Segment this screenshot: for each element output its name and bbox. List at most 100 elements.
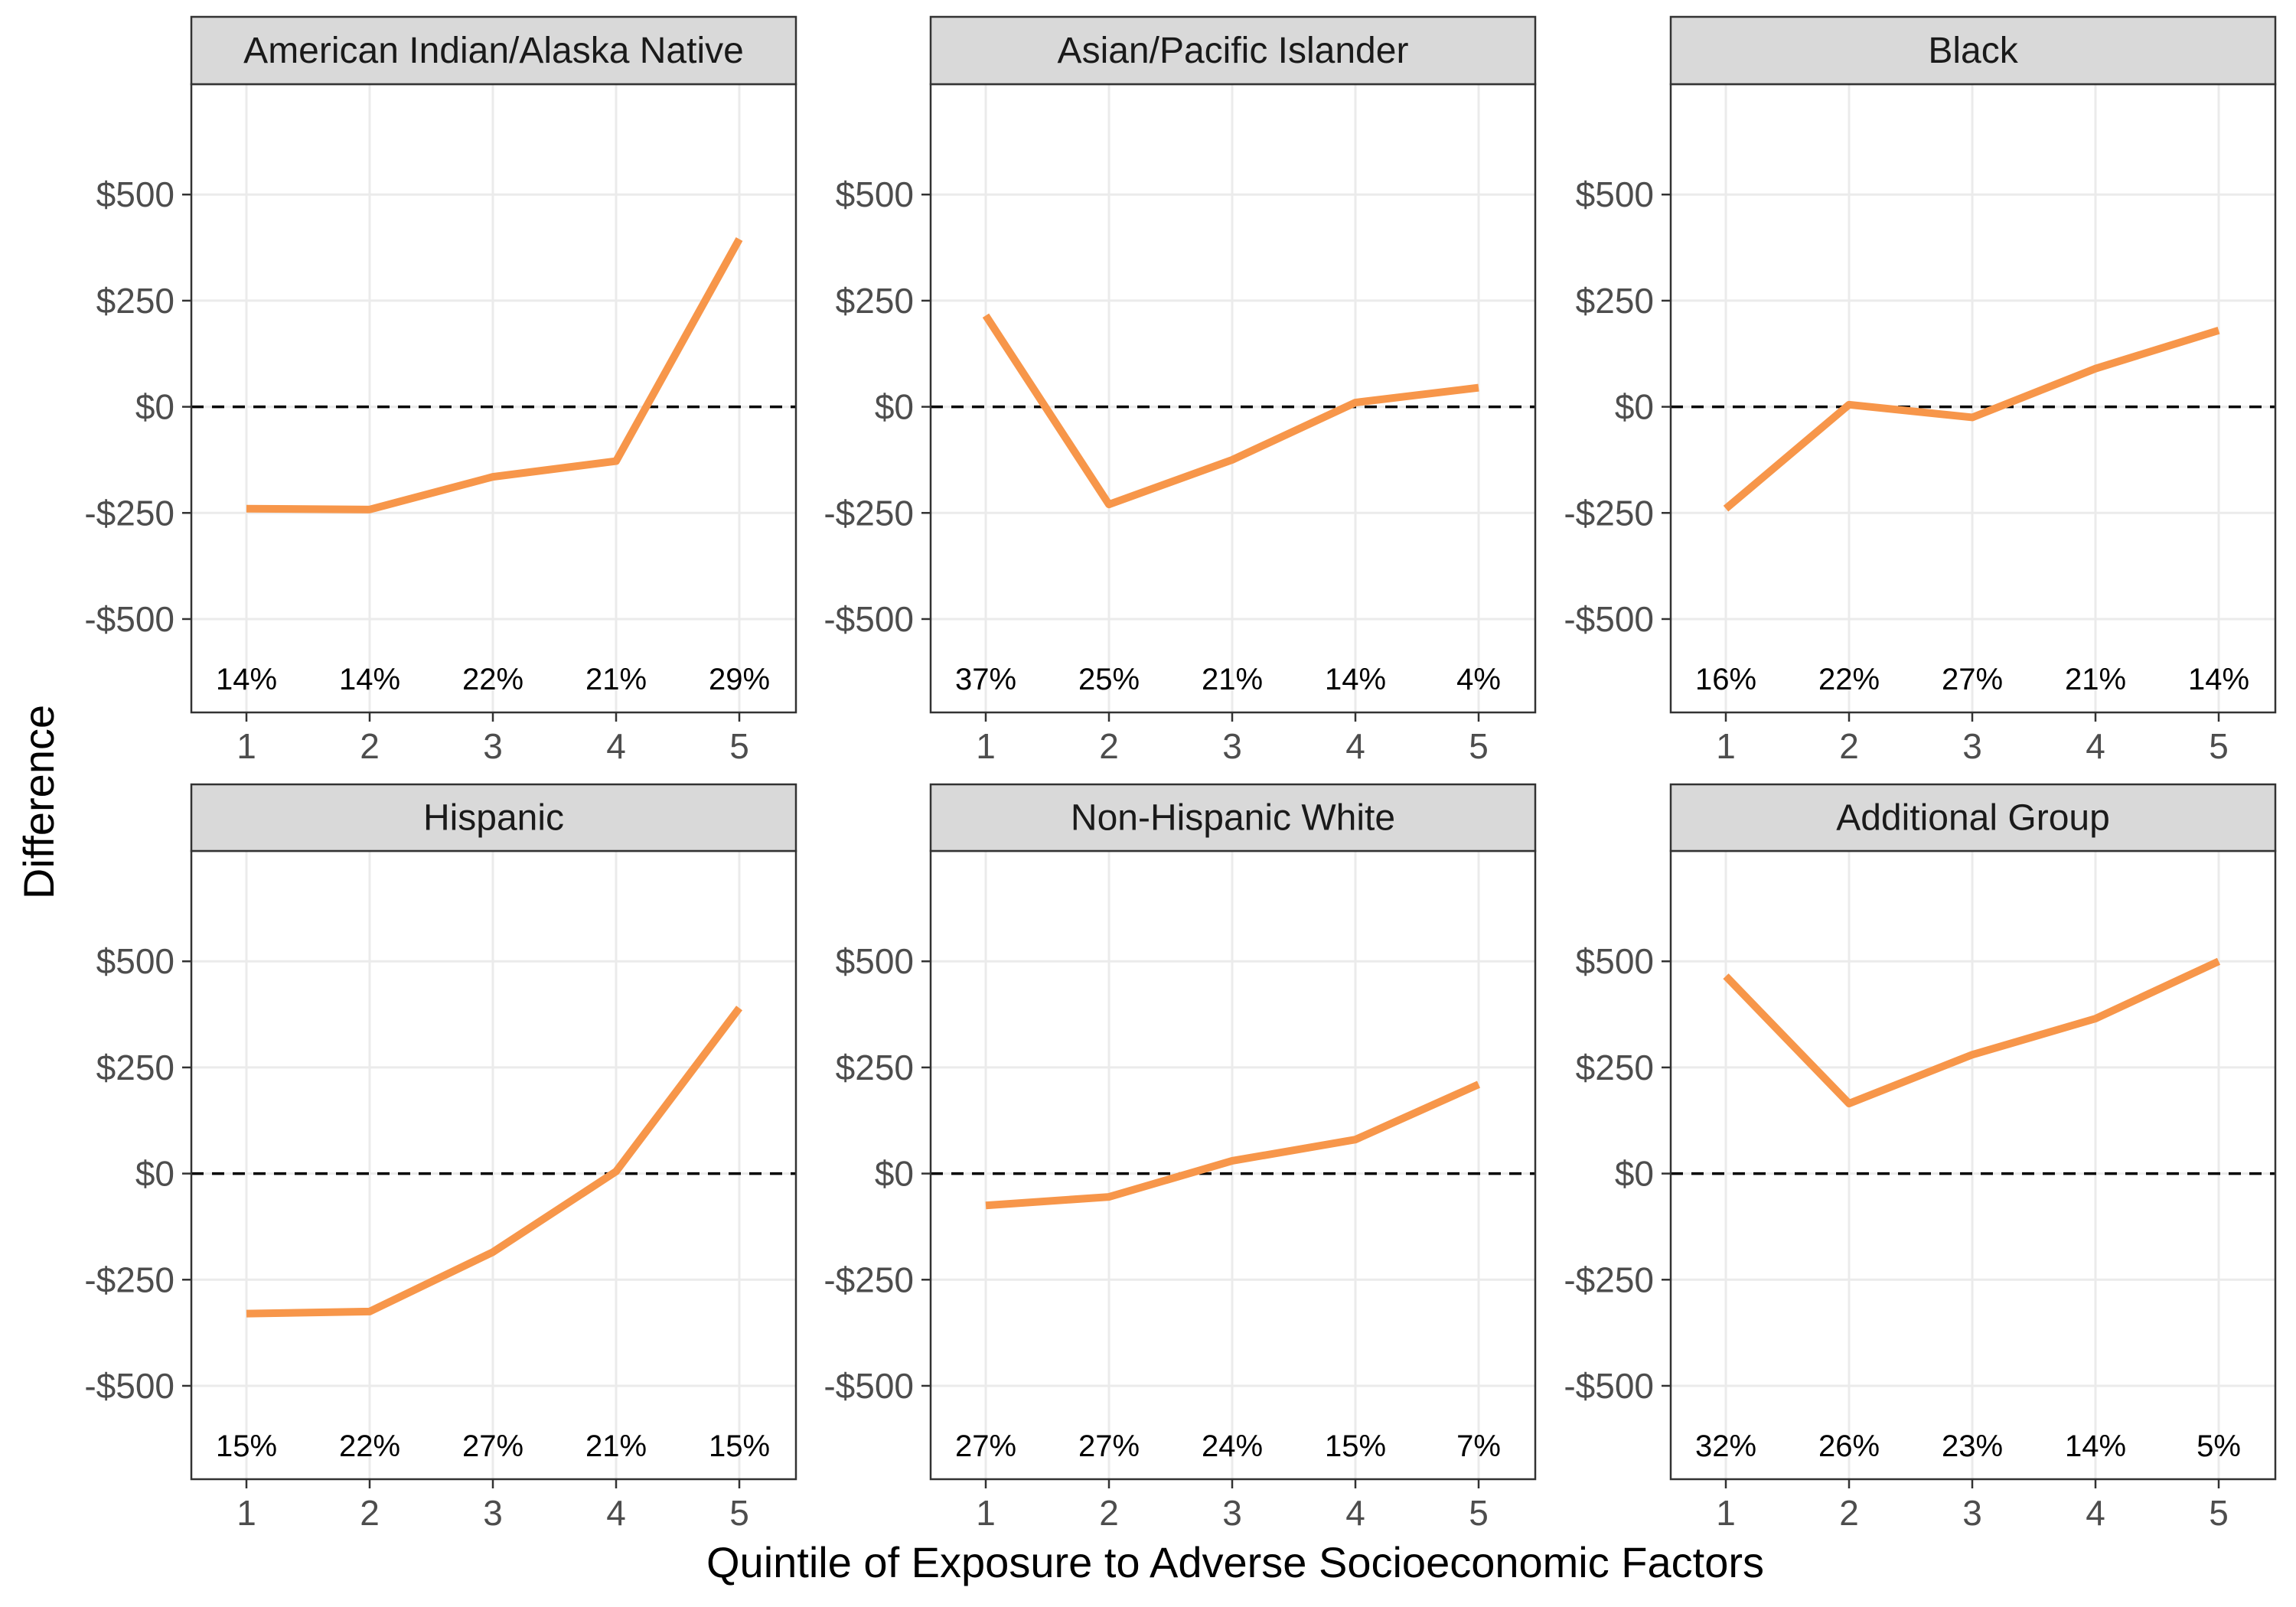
share-label: 21% [585, 1429, 647, 1463]
x-tick-label: 2 [1839, 1493, 1859, 1533]
y-tick-label: -$250 [84, 1260, 174, 1299]
x-tick-label: 5 [2209, 726, 2229, 766]
x-tick-label: 2 [360, 726, 380, 766]
facet-title: Asian/Pacific Islander [1058, 31, 1409, 71]
facet-strip [929, 783, 1537, 852]
y-tick-label: $250 [836, 1048, 914, 1087]
y-tick-label: -$250 [823, 1260, 914, 1299]
x-tick-label: 1 [236, 1493, 256, 1533]
facet-strip [929, 15, 1537, 86]
share-label: 22% [462, 663, 523, 696]
x-tick-label: 3 [1222, 1493, 1242, 1533]
x-tick-label: 2 [1099, 726, 1119, 766]
share-label: 32% [1695, 1429, 1756, 1463]
share-label: 4% [1456, 663, 1501, 696]
x-tick-label: 3 [483, 1493, 503, 1533]
y-tick-label: $500 [836, 941, 914, 981]
share-label: 27% [955, 1429, 1016, 1463]
y-tick-label: -$500 [823, 599, 914, 639]
y-tick-label: -$500 [823, 1366, 914, 1406]
share-label: 21% [2065, 663, 2126, 696]
facet-strip [1669, 783, 2277, 852]
share-label: 21% [585, 663, 647, 696]
share-label: 22% [1818, 663, 1880, 696]
x-tick-label: 3 [483, 726, 503, 766]
series-line [1723, 326, 2220, 512]
facet-strip [190, 15, 797, 86]
y-axis-title: Difference [15, 705, 63, 899]
x-tick-label: 5 [1469, 726, 1489, 766]
x-tick-label: 2 [360, 1493, 380, 1533]
share-label: 7% [1456, 1429, 1501, 1463]
y-tick-label: $0 [875, 387, 914, 427]
series-line [1723, 957, 2221, 1108]
facet-panel: 37% 25% 21% 14% 4% Asian/Pacific Islander -$50… [823, 15, 1537, 766]
share-label: 29% [709, 663, 770, 696]
y-tick-label: $0 [875, 1154, 914, 1194]
share-label: 22% [339, 1429, 400, 1463]
y-tick-label: -$250 [84, 493, 174, 533]
facet-title: Hispanic [423, 798, 564, 839]
facet-panel: 27% 27% 24% 15% 7% Non-Hispanic White -$500 -$2… [823, 783, 1537, 1533]
share-label: 14% [339, 663, 400, 696]
facet-strip [190, 783, 797, 852]
y-tick-label: $250 [1576, 1048, 1654, 1087]
share-label: 14% [1325, 663, 1386, 696]
y-tick-label: $500 [1576, 174, 1654, 214]
facet-panel: 14% 14% 22% 21% 29% American Indian/Alaska Na… [84, 15, 797, 766]
x-tick-label: 2 [1099, 1493, 1119, 1533]
facet-strip [1669, 15, 2277, 86]
series-line [246, 1006, 742, 1318]
y-tick-label: -$500 [84, 599, 174, 639]
facet-title: Additional Group [1836, 798, 2110, 839]
share-label: 15% [1325, 1429, 1386, 1463]
y-tick-label: -$250 [823, 493, 914, 533]
share-label: 14% [216, 663, 277, 696]
x-tick-label: 5 [2209, 1493, 2229, 1533]
facet-title: Black [1928, 31, 2018, 71]
facet-panel: 16% 22% 27% 21% 14% Black -$500 -$250 $0 $250 $500… [1564, 15, 2277, 766]
y-tick-label: $500 [1576, 941, 1654, 981]
x-tick-label: 5 [729, 1493, 749, 1533]
x-tick-label: 4 [606, 1493, 626, 1533]
x-tick-label: 4 [1345, 726, 1365, 766]
share-label: 15% [709, 1429, 770, 1463]
y-tick-label: $0 [135, 1154, 174, 1194]
x-tick-label: 3 [1222, 726, 1242, 766]
y-tick-label: -$500 [84, 1366, 174, 1406]
x-tick-label: 1 [1716, 1493, 1736, 1533]
share-label: 14% [2188, 663, 2249, 696]
y-tick-label: $500 [836, 174, 914, 214]
y-tick-label: $500 [96, 941, 174, 981]
series-line [982, 313, 1479, 509]
share-label: 14% [2065, 1429, 2126, 1463]
share-label: 15% [216, 1429, 277, 1463]
share-label: 16% [1695, 663, 1756, 696]
x-tick-label: 1 [976, 726, 996, 766]
facet-panel: 15% 22% 27% 21% 15% Hispanic -$500 -$250 $0 $250 $… [84, 783, 797, 1533]
share-label: 21% [1202, 663, 1263, 696]
share-label: 27% [462, 1429, 523, 1463]
y-tick-label: $0 [135, 387, 174, 427]
y-tick-label: -$500 [1564, 599, 1654, 639]
facet-panel: 32% 26% 23% 14% 5% Additional Group -$500 -$250… [1564, 783, 2277, 1533]
series-line [246, 237, 743, 513]
share-label: 26% [1818, 1429, 1880, 1463]
x-tick-label: 3 [1962, 726, 1982, 766]
x-tick-label: 1 [236, 726, 256, 766]
y-tick-label: $250 [836, 281, 914, 321]
x-tick-label: 5 [1469, 1493, 1489, 1533]
series-line [985, 1081, 1481, 1210]
share-label: 27% [1942, 663, 2003, 696]
share-label: 5% [2197, 1429, 2241, 1463]
y-tick-label: -$500 [1564, 1366, 1654, 1406]
x-tick-label: 3 [1962, 1493, 1982, 1533]
facet-title: Non-Hispanic White [1071, 798, 1395, 839]
share-label: 24% [1202, 1429, 1263, 1463]
y-tick-label: $250 [1576, 281, 1654, 321]
x-tick-label: 4 [2086, 1493, 2105, 1533]
y-tick-label: $0 [1615, 387, 1654, 427]
x-tick-label: 4 [2086, 726, 2105, 766]
y-tick-label: -$250 [1564, 493, 1654, 533]
